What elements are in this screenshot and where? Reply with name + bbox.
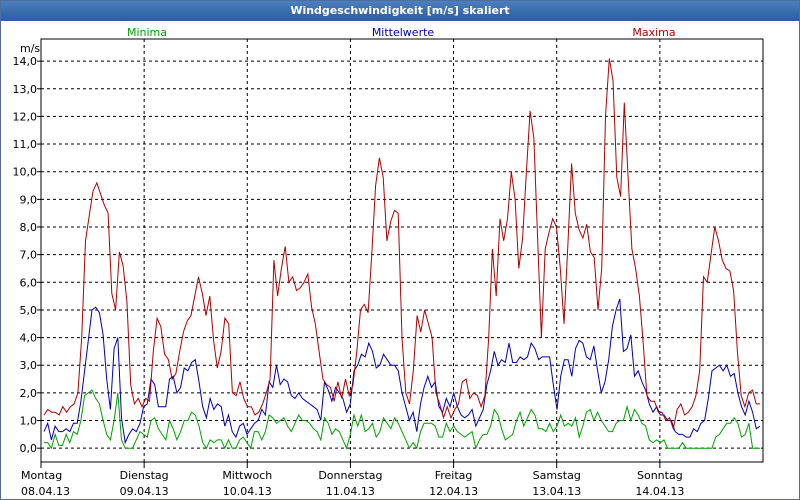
y-tick-label: 14,0: [13, 55, 38, 68]
x-tick-date: 13.04.13: [532, 485, 581, 498]
legend-maxima: Maxima: [632, 26, 675, 39]
legend: Minima Mittelwerte Maxima: [127, 26, 676, 39]
x-axis: Montag 08.04.13 Dienstag 09.04.13 Mittwoch 10…: [21, 462, 684, 498]
y-tick-label: 13,0: [13, 83, 38, 96]
y-tick-label: 9,0: [20, 193, 38, 206]
series-line-maxima: [43, 58, 760, 431]
legend-mittelwerte: Mittelwerte: [372, 26, 435, 39]
y-axis: 14,0 13,0 12,0 11,0 10,0 9,0 8,0 7,0 6,0 5,0 4,0 3,…: [13, 55, 41, 455]
wind-speed-chart: 14,0 13,0 12,0 11,0 10,0 9,0 8,0 7,0 6,0 5,0 4,0 3,…: [13, 26, 764, 498]
series: [43, 58, 761, 450]
y-tick-label: 1,0: [20, 415, 38, 428]
y-axis-label: m/s: [20, 42, 40, 55]
y-tick-label: 10,0: [13, 166, 38, 179]
x-tick-date: 08.04.13: [21, 485, 70, 498]
window-title: Windgeschwindigkeit [m/s] skaliert: [1, 1, 799, 21]
series-line-mittelwerte: [43, 298, 761, 445]
y-tick-label: 0,0: [20, 442, 38, 455]
y-tick-label: 3,0: [20, 359, 38, 372]
y-tick-label: 4,0: [20, 332, 38, 345]
x-tick-day: Montag: [21, 469, 62, 482]
x-tick-date: 14.04.13: [635, 485, 684, 498]
y-tick-label: 11,0: [13, 138, 38, 151]
y-tick-label: 5,0: [20, 304, 38, 317]
plot-frame: [40, 38, 764, 463]
y-tick-label: 7,0: [20, 249, 38, 262]
x-tick-day: Dienstag: [120, 469, 169, 482]
x-tick-day: Sonntag: [637, 469, 683, 482]
x-tick-date: 12.04.13: [429, 485, 478, 498]
x-tick-day: Donnerstag: [318, 469, 382, 482]
y-tick-label: 6,0: [20, 276, 38, 289]
x-tick-day: Mittwoch: [222, 469, 272, 482]
y-tick-label: 2,0: [20, 387, 38, 400]
x-tick-date: 09.04.13: [120, 485, 169, 498]
y-tick-label: 12,0: [13, 110, 38, 123]
legend-minima: Minima: [127, 26, 167, 39]
x-tick-date: 11.04.13: [326, 485, 375, 498]
y-tick-label: 8,0: [20, 221, 38, 234]
series-line-minima: [44, 389, 760, 450]
x-tick-day: Freitag: [435, 469, 473, 482]
x-tick-day: Samstag: [533, 469, 581, 482]
x-tick-date: 10.04.13: [223, 485, 272, 498]
